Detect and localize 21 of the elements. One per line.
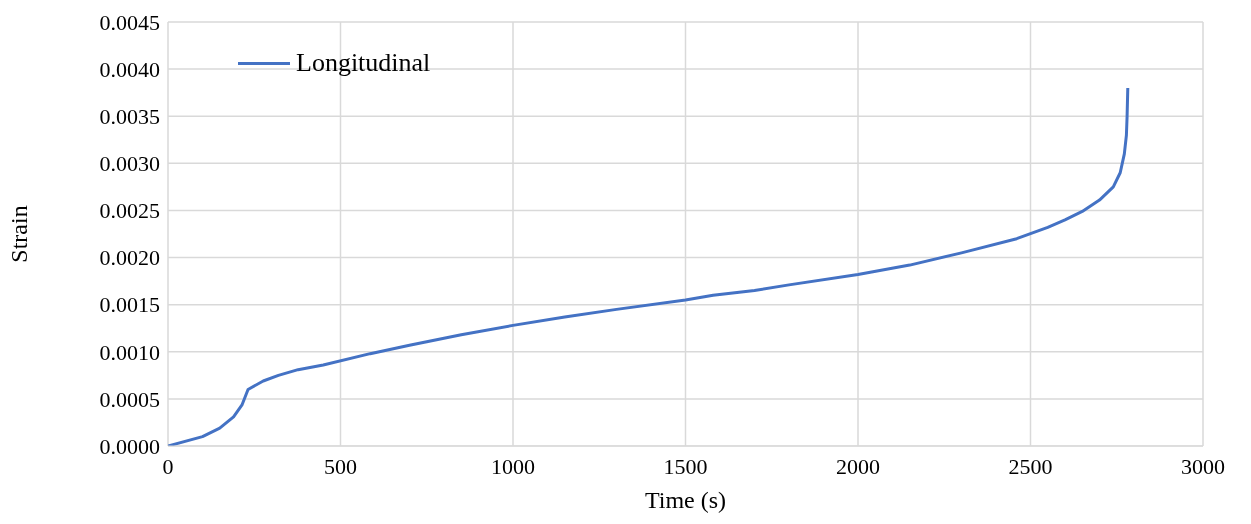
legend-label: Longitudinal (296, 48, 431, 78)
y-tick-label: 0.0000 (99, 433, 160, 459)
x-tick-label: 3000 (1181, 454, 1225, 479)
y-axis-title: Strain (5, 205, 32, 263)
x-axis-title: Time (s) (644, 487, 727, 513)
y-tick-label: 0.0030 (99, 151, 160, 177)
y-tick-label: 0.0005 (99, 386, 160, 412)
y-tick-label: 0.0035 (99, 104, 160, 130)
y-tick-label: 0.0025 (99, 198, 160, 224)
line-series (168, 86, 1130, 446)
y-tick-label: 0.0010 (99, 339, 160, 365)
x-tick-label: 1000 (491, 454, 535, 479)
x-tick-label: 2000 (836, 454, 880, 479)
x-tick-label: 1500 (663, 454, 708, 479)
y-tick-label: 0.0020 (99, 245, 160, 271)
x-tick-label: 2500 (1008, 454, 1053, 479)
x-tick-label: 0 (162, 454, 174, 479)
y-tick-label: 0.0040 (99, 56, 160, 82)
y-tick-label: 0.0015 (99, 292, 160, 318)
y-tick-label: 0.0045 (99, 9, 160, 35)
x-tick-label: 500 (324, 454, 357, 479)
